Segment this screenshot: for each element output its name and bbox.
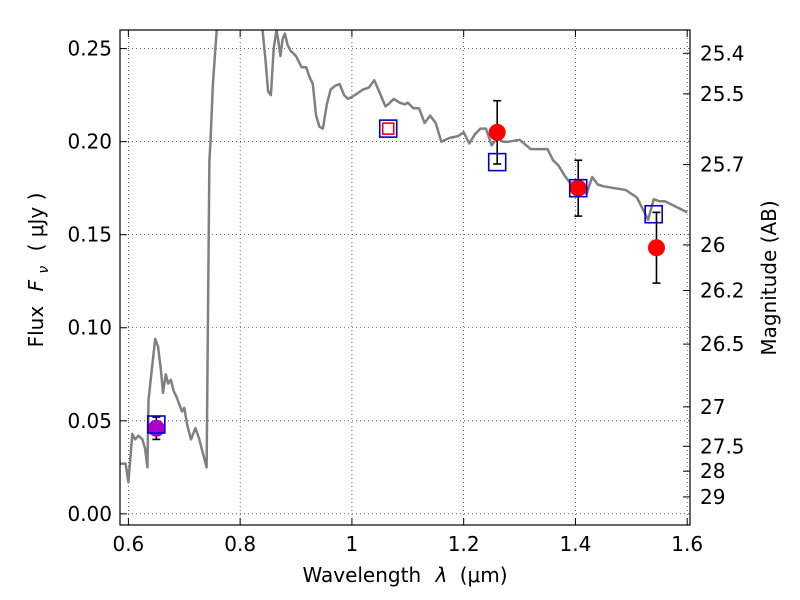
grid-lines <box>120 30 690 525</box>
y-axis-label-unit: ( μJy ) <box>24 193 48 252</box>
y-tick-label: 0.05 <box>67 409 112 433</box>
y2-tick-label: 25.5 <box>700 82 745 106</box>
x-axis-label-symbol: λ <box>435 563 448 587</box>
y2-tick-label: 26.5 <box>700 332 745 356</box>
y2-tick-label: 25.4 <box>700 41 745 65</box>
x-tick-label: 1.4 <box>560 532 592 556</box>
y-axis-label-symbol: F <box>24 279 48 291</box>
data-point-square <box>381 122 395 135</box>
data-point-square <box>487 152 507 172</box>
y2-tick-label: 27 <box>700 395 725 419</box>
y2-tick-label: 28 <box>700 459 725 483</box>
x-tick-label: 1.6 <box>671 532 703 556</box>
y-tick-label: 0.00 <box>67 502 112 526</box>
axis-ticks: 0.6 0.8 1 1.2 1.4 1.6 0.00 0.05 0.10 0.15 0.20 0.25… <box>67 30 745 556</box>
data-point-square <box>147 415 166 434</box>
y-tick-label: 0.15 <box>67 223 112 247</box>
data-point-circle <box>647 239 665 257</box>
y-axis-label-subscript: ν <box>36 266 52 274</box>
x-tick-label: 0.6 <box>112 532 144 556</box>
secondary-y-axis-label: Magnitude (AB) <box>757 200 781 355</box>
y2-tick-label: 25.7 <box>700 153 745 177</box>
data-point-square <box>644 204 663 224</box>
y2-tick-label: 27.5 <box>700 434 745 458</box>
data-point-circle <box>488 123 506 141</box>
model-spectrum-line <box>120 30 688 484</box>
x-tick-label: 0.8 <box>224 532 256 556</box>
y-axis-label: Flux F ν ( μJy ) <box>24 193 53 348</box>
y-tick-label: 0.20 <box>67 130 112 154</box>
x-axis-label-unit: (μm) <box>460 563 508 587</box>
y-tick-label: 0.10 <box>67 316 112 340</box>
y2-tick-label: 29 <box>700 485 725 509</box>
data-point-circle <box>569 179 587 197</box>
data-point-circle <box>147 419 165 437</box>
y-tick-label: 0.25 <box>67 37 112 61</box>
plot-frame <box>119 29 691 526</box>
y2-tick-label: 26.2 <box>700 279 745 303</box>
x-tick-label: 1 <box>346 532 359 556</box>
series-layer <box>120 30 688 484</box>
x-axis-label: Wavelength λ (μm) <box>302 563 507 587</box>
x-tick-label: 1.2 <box>448 532 480 556</box>
data-point-square <box>568 178 588 198</box>
x-axis-label-text: Wavelength <box>302 563 421 587</box>
data-point-square <box>378 119 398 138</box>
y2-tick-label: 26 <box>700 233 725 257</box>
y-axis-label-text: Flux <box>24 306 48 348</box>
